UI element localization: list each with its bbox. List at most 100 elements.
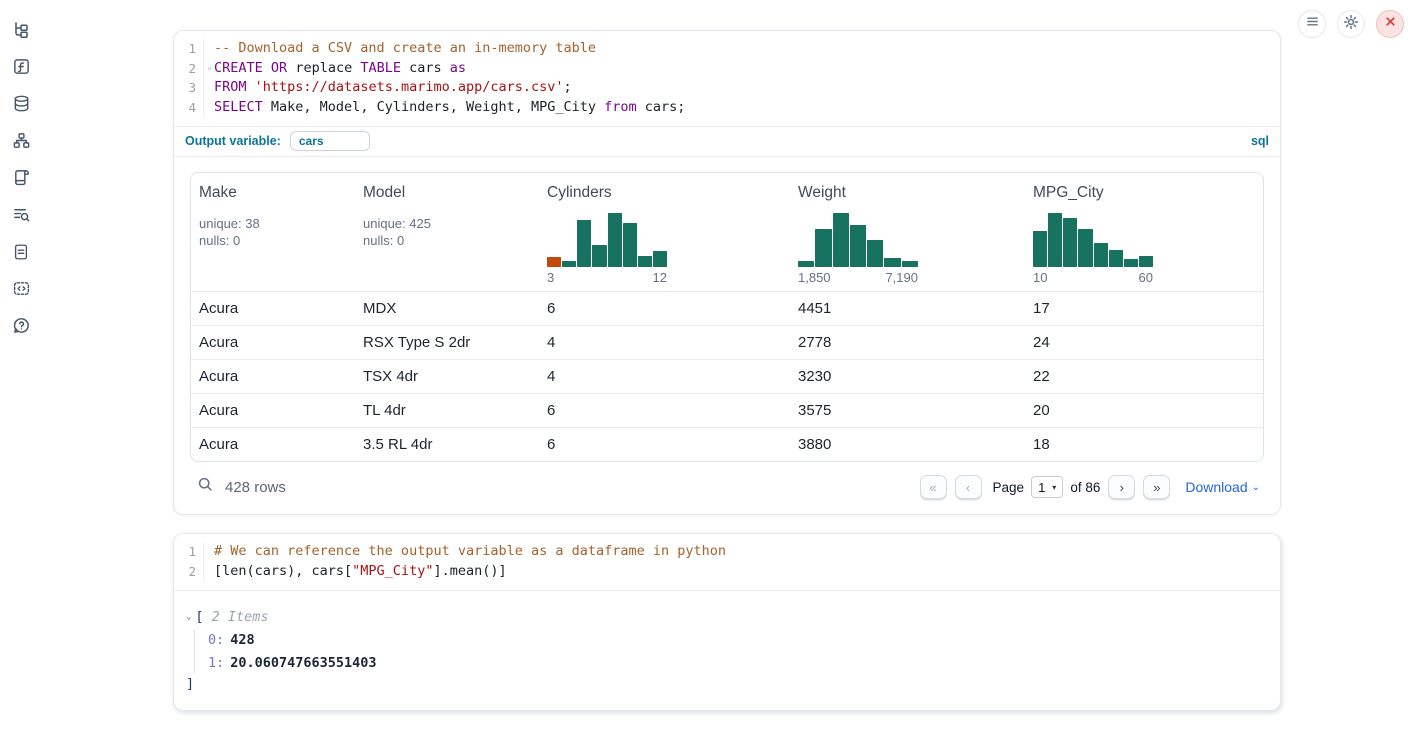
table-row[interactable]: Acura TSX 4dr 4 3230 22 bbox=[191, 359, 1263, 393]
column-header-model[interactable]: Model unique: 425 nulls: 0 bbox=[355, 173, 539, 291]
table-row[interactable]: Acura RSX Type S 2dr 4 2778 24 bbox=[191, 325, 1263, 359]
table-cell: 4 bbox=[547, 368, 556, 386]
scroll-icon bbox=[12, 168, 31, 192]
sidebar-item-help[interactable] bbox=[10, 317, 32, 339]
tree-close-bracket: ] bbox=[186, 676, 195, 693]
table-row[interactable]: Acura MDX 6 4451 17 bbox=[191, 291, 1263, 325]
python-code-editor[interactable]: 1 # We can reference the output variable … bbox=[174, 534, 1280, 590]
sidebar-item-snippets[interactable] bbox=[10, 280, 32, 302]
column-header-cylinders[interactable]: Cylinders 3 12 bbox=[539, 173, 790, 291]
column-label: MPG_City bbox=[1033, 184, 1104, 202]
search-icon bbox=[197, 476, 214, 498]
table-cell: RSX Type S 2dr bbox=[363, 334, 471, 352]
column-histogram: 3 12 bbox=[547, 213, 667, 285]
list-search-icon bbox=[12, 205, 31, 229]
histogram-bar bbox=[798, 260, 815, 268]
python-cell-output: ⌄ [ 2 Items 0: 428 1: 20.060747663551403 ] bbox=[174, 590, 1280, 694]
prev-page-button[interactable]: ‹ bbox=[954, 475, 982, 500]
sidebar-item-scratchpad[interactable] bbox=[10, 169, 32, 191]
code-snippet-icon bbox=[12, 279, 31, 303]
table-row[interactable]: Acura TL 4dr 6 3575 20 bbox=[191, 393, 1263, 427]
table-cell: 18 bbox=[1033, 436, 1050, 454]
tree-entry-key: 0: bbox=[208, 632, 225, 649]
table-cell: TSX 4dr bbox=[363, 368, 419, 386]
tree-entry: 1: 20.060747663551403 bbox=[208, 652, 1280, 675]
tree-items-count: 2 Items bbox=[211, 609, 269, 626]
histogram-bar bbox=[867, 240, 884, 268]
line-number: 2 ⌄ bbox=[174, 58, 212, 79]
sidebar-item-documentation[interactable] bbox=[10, 243, 32, 265]
last-page-button[interactable]: » bbox=[1143, 475, 1171, 500]
next-page-button[interactable]: › bbox=[1108, 475, 1136, 500]
first-page-button[interactable]: « bbox=[919, 475, 947, 500]
code-line: 4 SELECT Make, Model, Cylinders, Weight, … bbox=[174, 97, 1280, 118]
sidebar-item-logs[interactable] bbox=[10, 206, 32, 228]
close-button[interactable] bbox=[1376, 10, 1404, 38]
histogram-bar bbox=[622, 223, 637, 268]
table-cell: 6 bbox=[547, 402, 556, 420]
table-cell: 3575 bbox=[798, 402, 832, 420]
table-cell: MDX bbox=[363, 300, 397, 318]
column-header-weight[interactable]: Weight 1,850 7,190 bbox=[790, 173, 1025, 291]
sql-cell-output: Make unique: 38 nulls: 0 Model unique: 425 nu… bbox=[174, 156, 1280, 514]
histogram-bar bbox=[652, 251, 667, 268]
output-variable-label: Output variable: bbox=[185, 134, 281, 149]
database-icon bbox=[12, 94, 31, 118]
sidebar-item-dependency-graph[interactable] bbox=[10, 132, 32, 154]
output-variable-bar: Output variable: sql bbox=[174, 126, 1280, 156]
histogram-bars bbox=[547, 213, 667, 268]
tree-entry-value: 20.060747663551403 bbox=[230, 654, 377, 671]
table-cell: Acura bbox=[199, 436, 239, 454]
column-header-make[interactable]: Make unique: 38 nulls: 0 bbox=[191, 173, 355, 291]
menu-icon bbox=[1305, 14, 1320, 34]
code-line: 2 [len(cars), cars["MPG_City"].mean()] bbox=[174, 561, 1280, 582]
search-button[interactable] bbox=[194, 476, 216, 498]
table-cell: 3880 bbox=[798, 436, 832, 454]
chevron-down-icon: ▾ bbox=[1052, 482, 1057, 492]
language-badge: sql bbox=[1250, 134, 1269, 149]
line-number: 1 bbox=[174, 39, 204, 59]
tree-open-bracket: [ bbox=[195, 609, 204, 626]
table-row[interactable]: Acura 3.5 RL 4dr 6 3880 18 bbox=[191, 427, 1263, 461]
table-cell: TL 4dr bbox=[363, 402, 406, 420]
code-text: # We can reference the output variable a… bbox=[214, 543, 727, 559]
sidebar-item-variables[interactable] bbox=[10, 58, 32, 80]
code-text: -- Download a CSV and create an in-memor… bbox=[214, 40, 597, 56]
tree-entry-key: 1: bbox=[208, 654, 225, 671]
table-cell: 6 bbox=[547, 436, 556, 454]
histogram-bar bbox=[1123, 259, 1138, 268]
sidebar-item-data-sources[interactable] bbox=[10, 95, 32, 117]
column-label: Model bbox=[363, 184, 406, 202]
code-line: 1 -- Download a CSV and create an in-memo… bbox=[174, 39, 1280, 59]
fold-chevron-icon[interactable]: ⌄ bbox=[207, 61, 212, 71]
tree-collapse-icon[interactable]: ⌄ bbox=[186, 612, 192, 623]
table-cell: 3230 bbox=[798, 368, 832, 386]
table-footer: 428 rows « ‹ Page 1 ▾ of 86 › » Download… bbox=[190, 462, 1264, 505]
column-stats: unique: 425 nulls: 0 bbox=[363, 216, 431, 249]
page-select[interactable]: 1 ▾ bbox=[1031, 476, 1064, 499]
table-cell: 4451 bbox=[798, 300, 832, 318]
download-button[interactable]: Download ⌄ bbox=[1185, 479, 1260, 496]
histogram-bar bbox=[849, 225, 867, 268]
column-header-mpg_city[interactable]: MPG_City 10 60 bbox=[1025, 173, 1263, 291]
histogram-bar bbox=[1108, 250, 1123, 268]
table-cell: Acura bbox=[199, 300, 239, 318]
close-icon bbox=[1384, 15, 1397, 33]
table-cell: 17 bbox=[1033, 300, 1050, 318]
topbar-actions bbox=[1298, 10, 1404, 38]
sql-code-editor[interactable]: 1 -- Download a CSV and create an in-memo… bbox=[174, 31, 1280, 126]
sidebar-item-file-explorer[interactable] bbox=[10, 21, 32, 43]
histogram-bar bbox=[592, 244, 607, 268]
line-number: 1 bbox=[174, 542, 204, 562]
line-number: 4 bbox=[174, 97, 204, 118]
output-variable-input[interactable] bbox=[289, 131, 370, 152]
table-cell: 22 bbox=[1033, 368, 1050, 386]
line-number: 2 bbox=[174, 561, 204, 582]
menu-button[interactable] bbox=[1298, 10, 1326, 38]
code-line: 2 ⌄ CREATE OR replace TABLE cars as bbox=[174, 58, 1280, 79]
table-cell: 24 bbox=[1033, 334, 1050, 352]
histogram-bar bbox=[637, 255, 652, 268]
tree-entry: 0: 428 bbox=[208, 629, 1280, 652]
settings-button[interactable] bbox=[1337, 10, 1365, 38]
